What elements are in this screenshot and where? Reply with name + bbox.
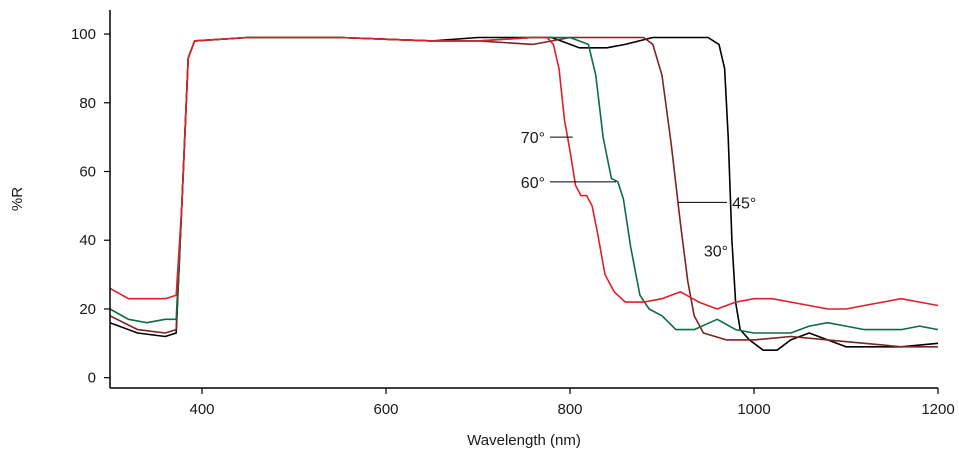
y-tick-label: 20 [79, 301, 96, 318]
x-ticks: 400 600 800 1000 1200 [189, 388, 955, 418]
annotation-label: 60° [521, 175, 545, 192]
series-line-3 [109, 36, 939, 310]
x-tick-label: 400 [189, 401, 214, 418]
y-tick-label: 80 [79, 95, 96, 112]
annotation-label: 30° [704, 244, 728, 261]
y-axis-title: %R [9, 187, 26, 211]
angle-annotations: 70° 60° 45° 30° [521, 130, 756, 260]
x-tick-label: 1200 [921, 401, 954, 418]
y-tick-label: 60 [79, 164, 96, 181]
x-tick-label: 1000 [737, 401, 770, 418]
y-tick-label: 0 [88, 370, 96, 387]
annotation-label: 45° [732, 195, 756, 212]
series-line-0 [109, 36, 939, 351]
x-axis-title: Wavelength (nm) [467, 432, 581, 449]
x-tick-label: 600 [373, 401, 398, 418]
y-ticks: 0 20 40 60 80 100 [71, 26, 110, 387]
plot-lines [109, 36, 939, 351]
annotation-label: 70° [521, 130, 545, 147]
series-line-1 [109, 36, 938, 348]
y-tick-label: 100 [71, 26, 96, 43]
y-tick-label: 40 [79, 232, 96, 249]
x-tick-label: 800 [557, 401, 582, 418]
